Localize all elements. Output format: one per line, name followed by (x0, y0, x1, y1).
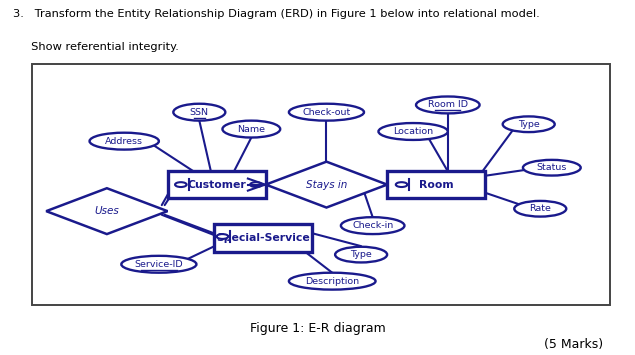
Circle shape (175, 182, 187, 187)
Ellipse shape (523, 160, 581, 176)
Text: Description: Description (305, 277, 359, 286)
Text: Check-out: Check-out (302, 108, 351, 117)
Circle shape (396, 182, 408, 187)
Ellipse shape (514, 201, 566, 217)
Ellipse shape (90, 133, 159, 149)
Ellipse shape (335, 247, 387, 262)
Text: Type: Type (351, 250, 372, 259)
Polygon shape (46, 188, 168, 234)
Circle shape (217, 234, 228, 239)
FancyBboxPatch shape (168, 171, 266, 198)
Text: Type: Type (518, 120, 540, 129)
Text: SSN: SSN (190, 108, 209, 117)
Ellipse shape (341, 217, 404, 234)
FancyBboxPatch shape (214, 224, 312, 252)
Text: Status: Status (537, 163, 567, 172)
Ellipse shape (289, 273, 375, 290)
Text: Uses: Uses (95, 206, 119, 216)
Text: Special-Service: Special-Service (216, 233, 310, 243)
Text: Room ID: Room ID (428, 100, 468, 109)
Circle shape (250, 182, 262, 187)
Text: Figure 1: E-R diagram: Figure 1: E-R diagram (250, 322, 385, 335)
Text: Address: Address (105, 137, 144, 146)
Ellipse shape (378, 123, 448, 140)
Ellipse shape (416, 97, 479, 113)
Text: (5 Marks): (5 Marks) (544, 338, 603, 351)
Text: Rate: Rate (530, 204, 551, 213)
Text: Location: Location (393, 127, 433, 136)
Text: Room: Room (419, 180, 453, 190)
Text: 3.   Transform the Entity Relationship Diagram (ERD) in Figure 1 below into rela: 3. Transform the Entity Relationship Dia… (13, 9, 540, 19)
Polygon shape (266, 162, 387, 208)
Text: Check-in: Check-in (352, 221, 393, 230)
Text: Service-ID: Service-ID (135, 260, 183, 269)
Text: Show referential integrity.: Show referential integrity. (13, 42, 178, 52)
Ellipse shape (121, 256, 196, 273)
Text: Customer: Customer (187, 180, 246, 190)
Ellipse shape (503, 116, 555, 132)
Text: Name: Name (237, 125, 265, 133)
FancyBboxPatch shape (387, 171, 485, 198)
Ellipse shape (173, 104, 225, 121)
Text: Stays in: Stays in (306, 180, 347, 190)
Ellipse shape (222, 121, 280, 137)
FancyBboxPatch shape (32, 64, 610, 305)
Ellipse shape (289, 104, 364, 121)
